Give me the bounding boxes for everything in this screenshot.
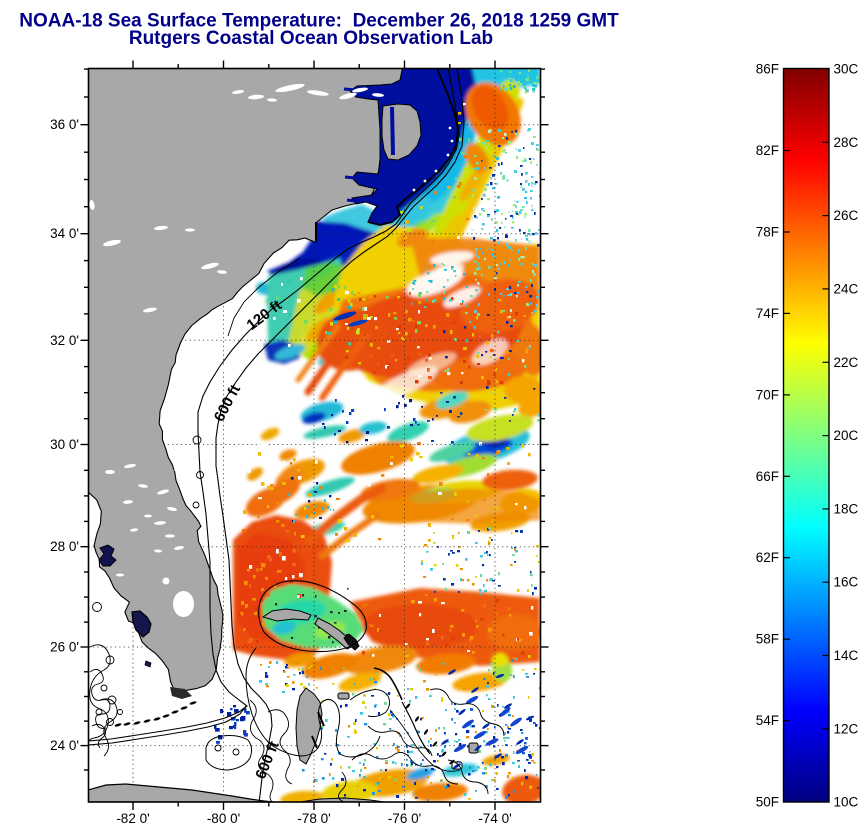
svg-text:12C: 12C [834,721,859,736]
svg-text:-76 0': -76 0' [388,811,421,826]
svg-text:28C: 28C [834,135,859,150]
svg-text:18C: 18C [834,501,859,516]
svg-text:-74 0': -74 0' [478,811,511,826]
svg-text:74F: 74F [756,306,779,321]
svg-text:24 0': 24 0' [50,738,79,753]
svg-text:28 0': 28 0' [50,539,79,554]
svg-text:14C: 14C [834,648,859,663]
svg-text:22C: 22C [834,355,859,370]
svg-text:30C: 30C [834,62,859,77]
svg-text:58F: 58F [756,632,779,647]
svg-text:-80 0': -80 0' [207,811,240,826]
svg-text:62F: 62F [756,550,779,565]
svg-text:-78 0': -78 0' [297,811,330,826]
svg-text:-82 0': -82 0' [116,811,149,826]
svg-text:NOAA-18 Sea Surface Temperatur: NOAA-18 Sea Surface Temperature: Decembe… [19,11,619,32]
svg-text:10C: 10C [834,795,859,810]
svg-text:78F: 78F [756,225,779,240]
svg-text:86F: 86F [756,62,779,77]
svg-text:34 0': 34 0' [50,226,79,241]
svg-text:54F: 54F [756,713,779,728]
svg-text:600 ft: 600 ft [211,382,244,425]
svg-text:26C: 26C [834,208,859,223]
svg-text:50F: 50F [756,795,779,810]
svg-text:32 0': 32 0' [50,333,79,348]
svg-text:Rutgers Coastal Ocean Observat: Rutgers Coastal Ocean Observation Lab [129,28,493,49]
svg-text:66F: 66F [756,469,779,484]
svg-text:30 0': 30 0' [50,437,79,452]
svg-text:82F: 82F [756,143,779,158]
svg-text:16C: 16C [834,575,859,590]
svg-text:70F: 70F [756,387,779,402]
svg-text:36 0': 36 0' [50,117,79,132]
svg-text:20C: 20C [834,428,859,443]
svg-text:24C: 24C [834,281,859,296]
svg-text:26 0': 26 0' [50,640,79,655]
